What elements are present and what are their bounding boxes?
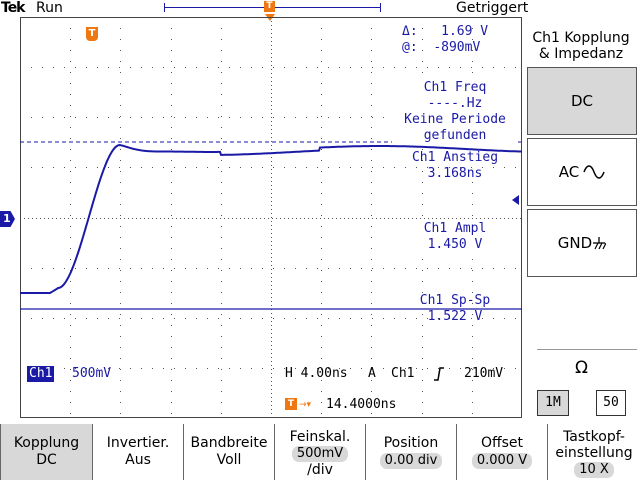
rising-edge-icon: [434, 367, 444, 381]
horizontal-scale: H 4.00ns: [285, 366, 348, 381]
measurement-pk-pk: Ch1 Sp-Sp 1.522 V: [392, 293, 518, 325]
menu-offset-value: 0.000 V: [471, 453, 533, 469]
menu-probe-setup-label: Tastkopf-: [563, 429, 625, 445]
at-value: -890mV: [433, 40, 481, 55]
graticule-border: [20, 17, 522, 418]
record-view-bracket-left: [164, 3, 165, 12]
coupling-gnd-button[interactable]: GND: [527, 209, 637, 277]
trigger-marker-icon[interactable]: T: [86, 27, 98, 41]
menu-position-button[interactable]: Position 0.00 div: [365, 424, 456, 480]
delta-value: 1.69 V: [441, 24, 489, 39]
menu-probe-setup-label-2: einstellung: [555, 445, 633, 461]
impedance-1m-button[interactable]: 1M: [537, 390, 569, 416]
measurement-ampl: Ch1 Ampl 1.450 V: [392, 221, 518, 253]
menu-fine-scale-label: Feinskal.: [289, 429, 351, 445]
measurement-note: Keine Periode: [404, 112, 506, 127]
menu-coupling-label: Kopplung: [13, 435, 80, 451]
menu-offset-button[interactable]: Offset 0.000 V: [456, 424, 547, 480]
coupling-ac-button[interactable]: AC: [527, 138, 637, 206]
menu-fine-scale-unit: /div: [307, 462, 333, 478]
menu-probe-setup-button[interactable]: Tastkopf- einstellung 10 X: [547, 424, 640, 480]
measurement-rise: Ch1 Anstieg 3.168ns: [392, 150, 518, 182]
menu-invert-label: Invertier.: [106, 435, 170, 451]
ground-icon: [593, 237, 607, 250]
menu-position-label: Position: [383, 435, 439, 451]
ch1-waveform: [20, 143, 522, 294]
side-menu-title-line: Ch1 Kopplung: [532, 30, 630, 46]
trigger-position-marker[interactable]: T: [264, 1, 275, 12]
measurement-label: Ch1 Anstieg: [411, 150, 499, 165]
measurement-value: 3.168ns: [427, 166, 483, 181]
ch1-scale: 500mV: [72, 366, 112, 381]
menu-probe-setup-value: 10 X: [574, 462, 614, 478]
coupling-dc-label: DC: [570, 92, 594, 110]
side-menu-title: Ch1 Kopplung & Impedanz: [522, 30, 640, 62]
brand-logo: Tek: [1, 0, 25, 16]
menu-invert-button[interactable]: Invertier. Aus: [92, 424, 183, 480]
menu-invert-value: Aus: [125, 452, 151, 468]
menu-bandwidth-value: Voll: [216, 452, 242, 468]
coupling-dc-button[interactable]: DC: [527, 67, 637, 135]
measurement-label: Ch1 Ampl: [423, 221, 487, 236]
coupling-gnd-label: GND: [557, 234, 593, 252]
menu-bandwidth-button[interactable]: Bandbreite Voll: [183, 424, 274, 480]
menu-coupling-button[interactable]: Kopplung DC: [0, 424, 92, 480]
trigger-mode: A: [368, 366, 376, 381]
impedance-50-button[interactable]: 50: [596, 390, 626, 416]
impedance-symbol: Ω: [575, 358, 588, 378]
cursor-readout: Δ: 1.69 V @: -890mV: [402, 24, 488, 56]
trigger-offset-arrow-icon: →▾: [299, 400, 312, 410]
trigger-offset-icon: T: [285, 398, 297, 410]
menu-fine-scale-value: 500mV: [291, 446, 349, 462]
coupling-ac-label: AC: [558, 163, 580, 181]
delta-label: Δ:: [402, 24, 418, 39]
ref-level-arrow-icon: [512, 195, 519, 205]
trigger-source: Ch1: [391, 366, 415, 381]
menu-position-value: 0.00 div: [379, 453, 443, 469]
measurement-freq: Ch1 Freq ----.Hz Keine Periode gefunden: [392, 80, 518, 144]
measurement-value: 1.522 V: [427, 309, 483, 324]
at-label: @:: [402, 40, 418, 55]
side-menu-title-line: & Impedanz: [538, 46, 624, 62]
trigger-level: 210mV: [464, 366, 504, 381]
measurement-value: ----.Hz: [427, 96, 483, 111]
run-state: Run: [36, 0, 63, 16]
ch1-badge[interactable]: Ch1: [27, 366, 55, 382]
measurement-value: 1.450 V: [427, 237, 483, 252]
menu-offset-label: Offset: [480, 435, 524, 451]
waveform-graticule: [20, 17, 522, 418]
measurement-note: gefunden: [423, 128, 487, 143]
measurement-label: Ch1 Sp-Sp: [419, 293, 491, 308]
impedance-divider: [537, 349, 637, 350]
menu-fine-scale-button[interactable]: Feinskal. 500mV /div: [274, 424, 365, 480]
menu-coupling-value: DC: [36, 452, 57, 468]
measurement-label: Ch1 Freq: [423, 80, 487, 95]
ac-sine-icon: [583, 165, 605, 179]
record-view-bracket-right: [380, 3, 381, 12]
trigger-state: Getriggert: [456, 0, 529, 16]
menu-bandwidth-label: Bandbreite: [190, 435, 268, 451]
grid-lines: [20, 17, 522, 418]
trigger-position: 14.4000ns: [326, 397, 397, 412]
ch1-ground-marker[interactable]: 1: [0, 211, 15, 227]
